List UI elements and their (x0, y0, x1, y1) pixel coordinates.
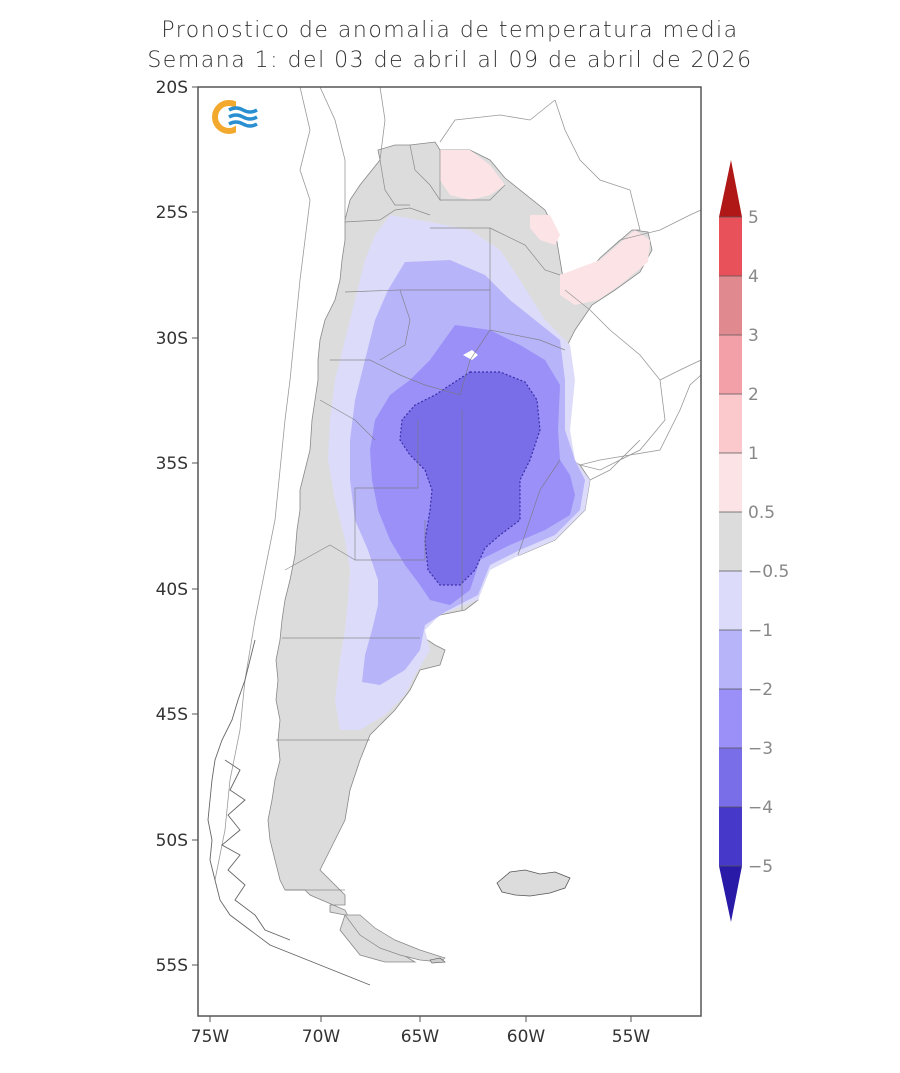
colorbar-label: −5 (748, 857, 773, 877)
colorbar-label: −0.5 (748, 562, 789, 582)
lat-label-40s: 40S (156, 580, 188, 600)
map-area (207, 87, 701, 986)
lat-label-35s: 35S (156, 454, 188, 474)
lon-axis: 75W 70W 65W 60W 55W (191, 1016, 651, 1047)
colorbar-label: 0.5 (748, 503, 775, 523)
uruguay-coast (579, 374, 701, 466)
warm-anomaly-north (440, 150, 505, 200)
small-island (429, 957, 446, 964)
smn-logo-icon (212, 98, 258, 134)
falkland-islands (496, 869, 571, 897)
colorbar: 5 4 3 2 1 0.5 −0.5 −1 −2 −3 −4 −5 (719, 160, 789, 922)
lat-label-55s: 55S (156, 956, 188, 976)
lat-axis: 20S 25S 30S 35S 40S 45S 50S 55S (156, 78, 198, 976)
lon-label-65w: 65W (401, 1027, 440, 1047)
colorbar-label: 2 (748, 385, 759, 405)
colorbar-label: −1 (748, 621, 773, 641)
lat-label-30s: 30S (156, 329, 188, 349)
colorbar-label: −2 (748, 680, 773, 700)
lon-label-70w: 70W (302, 1027, 341, 1047)
warm-anomaly-misiones (560, 230, 650, 305)
lat-label-25s: 25S (156, 203, 188, 223)
lon-label-60w: 60W (507, 1027, 546, 1047)
anomaly-m3-m4 (399, 371, 541, 586)
lake-mar-chiquita (463, 350, 478, 360)
country-borders (214, 87, 701, 881)
colorbar-label: 3 (748, 326, 759, 346)
colorbar-label: 1 (748, 444, 759, 464)
colorbar-label: 4 (748, 267, 759, 287)
map-subtitle: Semana 1: del 03 de abril al 09 de abril… (147, 48, 753, 73)
colorbar-label: −3 (748, 739, 773, 759)
warm-anomaly-corrientes (530, 215, 560, 245)
map-title: Pronostico de anomalia de temperatura me… (161, 18, 739, 43)
chile-coastline (207, 639, 371, 986)
lon-label-75w: 75W (191, 1027, 230, 1047)
map-frame (197, 86, 702, 1017)
province-boundaries (276, 144, 566, 891)
lat-label-20s: 20S (156, 78, 188, 98)
lon-label-55w: 55W (612, 1027, 651, 1047)
lat-label-45s: 45S (156, 705, 188, 725)
lat-label-50s: 50S (156, 831, 188, 851)
colorbar-label: 5 (748, 208, 759, 228)
colorbar-label: −4 (748, 798, 773, 818)
